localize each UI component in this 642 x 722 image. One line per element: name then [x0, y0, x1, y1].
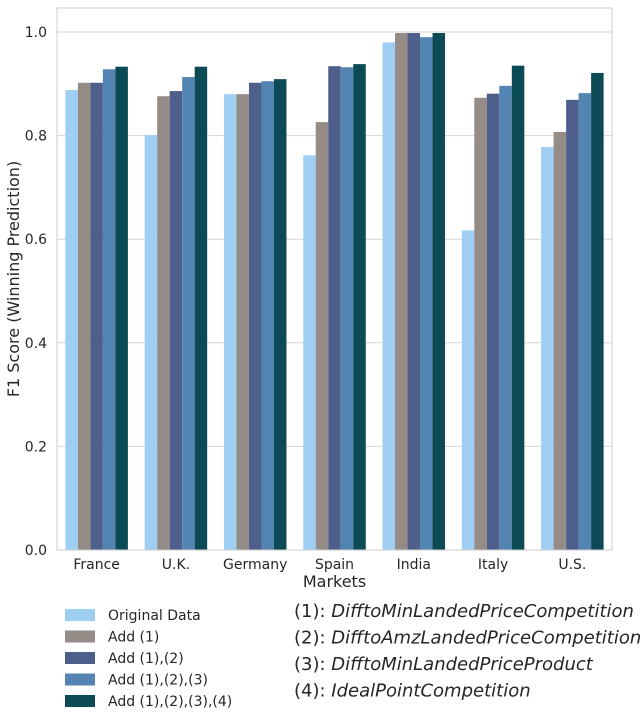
x-tick-label: U.K.: [162, 557, 190, 573]
bar: [90, 82, 103, 550]
bar: [578, 93, 592, 551]
bar: [420, 37, 433, 551]
bar: [566, 99, 579, 550]
bar: [553, 131, 567, 550]
x-tick-label: France: [73, 557, 120, 573]
bar: [328, 66, 341, 551]
bars: [65, 33, 604, 551]
x-tick-label: U.S.: [558, 557, 586, 573]
y-tick-labels: 0.0 0.2 0.4 0.6 0.8 1.0: [25, 25, 47, 559]
feature-note-name: DifftoAmzLandedPriceCompetition: [331, 628, 641, 649]
bar: [115, 66, 128, 551]
plot-frame: [56, 7, 613, 551]
bar: [407, 33, 421, 550]
bar: [169, 91, 183, 550]
bar: [65, 90, 78, 551]
bar: [486, 93, 500, 550]
legend-label: Add (1): [108, 630, 159, 646]
legend: Original Data Add (1) Add (1),(2) Add (1),(…: [65, 608, 232, 710]
bar: [248, 82, 262, 550]
bar: [353, 64, 366, 550]
legend-swatch: [65, 609, 95, 621]
feature-note-name: DifftoMinLandedPriceProduct: [331, 654, 593, 675]
legend-label: Add (1),(2),(3): [108, 673, 208, 689]
bar: [591, 72, 604, 550]
x-tick-labels: France U.K. Germany Spain India Italy U.S.: [73, 557, 586, 573]
legend-swatch: [65, 673, 95, 686]
bar: [261, 81, 274, 551]
y-axis-label: F1 Score (Winning Prediction): [4, 161, 23, 397]
legend-label: Add (1),(2),(3),(4): [108, 694, 232, 710]
bar: [511, 65, 525, 551]
x-tick-label: India: [397, 557, 431, 573]
y-tick-label: 0.6: [25, 232, 47, 248]
feature-note: (2): DifftoAmzLandedPriceCompetition: [294, 628, 641, 649]
bar: [474, 97, 487, 550]
bar: [499, 85, 512, 550]
x-tick-label: Spain: [315, 557, 354, 573]
legend-label: Original Data: [108, 608, 201, 624]
bar: [315, 122, 329, 550]
bar: [77, 82, 91, 550]
x-axis-label: Markets: [303, 572, 366, 591]
legend-swatch: [65, 652, 95, 664]
legend-label: Add (1),(2): [108, 651, 184, 667]
bar: [432, 33, 446, 550]
bar: [340, 67, 354, 550]
y-tick-label: 0.0: [25, 543, 47, 559]
y-tick-label: 0.8: [25, 129, 47, 145]
bar: [236, 94, 249, 550]
feature-note-number: (3):: [294, 654, 331, 675]
feature-note-name: IdealPointCompetition: [331, 681, 530, 702]
bar: [102, 69, 116, 551]
y-tick-label: 0.2: [25, 439, 47, 455]
legend-swatch: [65, 695, 95, 707]
feature-note: (4): IdealPointCompetition: [294, 681, 531, 702]
y-tick-label: 1.0: [25, 25, 47, 41]
bar: [144, 135, 158, 550]
legend-swatch: [65, 630, 95, 643]
bar: [541, 146, 554, 550]
bar: [273, 79, 287, 550]
feature-note-name: DifftoMinLandedPriceCompetition: [331, 601, 634, 622]
feature-notes: (1): DifftoMinLandedPriceCompetition(2):…: [294, 601, 641, 702]
feature-note-number: (4):: [294, 681, 331, 702]
bar: [303, 155, 316, 550]
bar: [395, 33, 408, 550]
feature-note: (3): DifftoMinLandedPriceProduct: [294, 654, 594, 675]
bar: [461, 230, 475, 551]
feature-note-number: (1):: [294, 601, 331, 622]
bar: [157, 96, 170, 551]
bar: [194, 66, 208, 551]
bar: [182, 77, 195, 550]
bar: [382, 42, 396, 551]
x-tick-label: Germany: [223, 557, 287, 573]
feature-note: (1): DifftoMinLandedPriceCompetition: [294, 601, 634, 622]
bar: [223, 94, 237, 550]
feature-note-number: (2):: [294, 628, 331, 649]
y-tick-label: 0.4: [25, 336, 47, 352]
x-tick-label: Italy: [478, 557, 508, 573]
